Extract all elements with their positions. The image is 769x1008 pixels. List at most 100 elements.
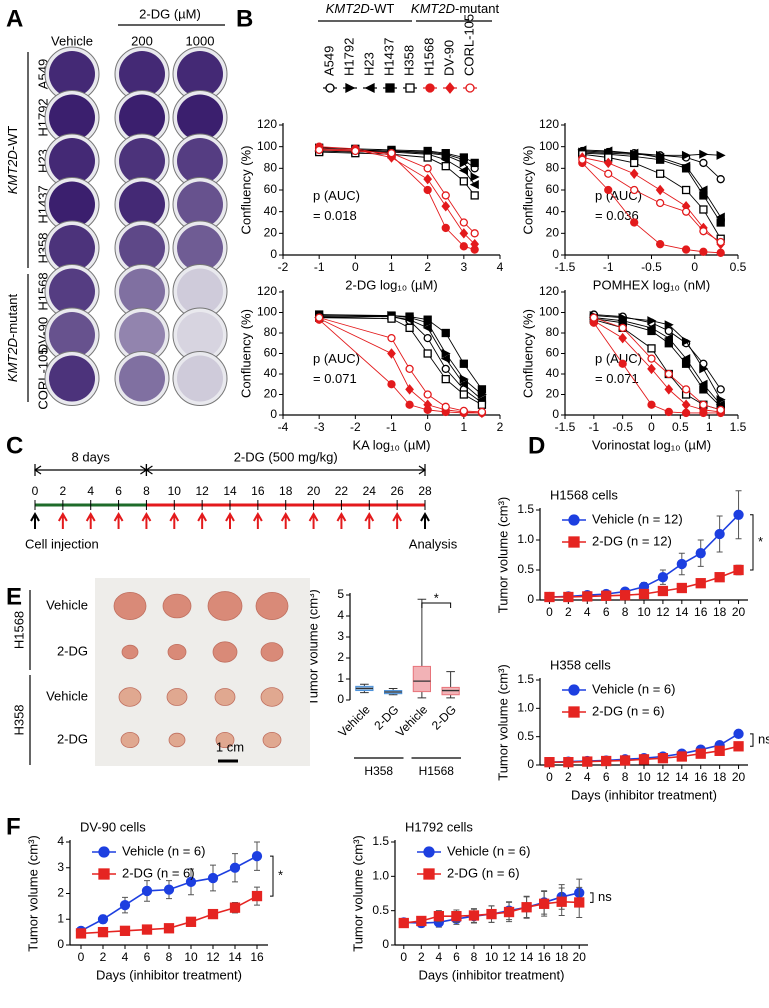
injection-arrow <box>30 511 40 529</box>
data-point <box>647 344 656 353</box>
gene-suffix: -mutant <box>455 1 499 16</box>
data-point <box>716 175 725 184</box>
y-tick-label: 60 <box>264 346 278 360</box>
dose-arrow <box>252 511 263 529</box>
y-axis-label: Tumor volume (cm³) <box>495 497 510 614</box>
data-point <box>619 755 631 766</box>
significance-bracket <box>421 602 452 608</box>
y-tick-label: 0 <box>552 247 559 261</box>
data-point <box>657 585 669 597</box>
x-tick-label: 14 <box>675 605 689 619</box>
annotation: p (AUC) <box>313 188 360 203</box>
y-tick-label: 20 <box>546 387 560 401</box>
x-tick-label: 8 <box>166 950 173 964</box>
data-point <box>699 364 709 374</box>
data-point <box>714 528 725 540</box>
x-tick-label: 1 <box>388 260 395 274</box>
x-tick-label: 2 <box>565 770 572 784</box>
legend-label: 2-DG (n = 6) <box>447 865 520 880</box>
y-tick-label: 40 <box>264 366 278 380</box>
x-tick-label: 20 <box>732 770 746 784</box>
data-point <box>458 379 468 389</box>
data-point <box>459 406 468 416</box>
data-point <box>664 369 673 379</box>
data-point <box>423 185 432 195</box>
well <box>177 355 223 402</box>
column-label: Vehicle <box>51 33 93 48</box>
x-tick-label: -1 <box>386 420 397 434</box>
x-tick-label: 2 <box>424 260 431 274</box>
data-point <box>656 240 665 249</box>
data-point <box>716 395 726 405</box>
chart-title: H358 cells <box>550 657 611 672</box>
x-tick-label: 4 <box>122 950 129 964</box>
dose-arrow <box>308 511 319 529</box>
x-tick-label: -1 <box>314 260 325 274</box>
legend-marker <box>405 83 415 93</box>
x-tick-label: 18 <box>713 605 727 619</box>
data-point <box>733 509 744 520</box>
y-tick-label: 3 <box>337 629 344 643</box>
legend-label: DV-90 <box>441 40 456 76</box>
timeline-tick-label: 14 <box>223 484 237 498</box>
legend-marker <box>465 83 475 93</box>
significance-bracket <box>750 733 754 747</box>
y-tick-label: 1.5 <box>517 672 534 686</box>
timeline-tick-label: 6 <box>115 484 122 498</box>
well <box>177 225 223 271</box>
whisker <box>417 598 427 667</box>
whisker <box>417 691 427 699</box>
legend-marker <box>364 82 375 94</box>
data-point <box>207 872 219 884</box>
x-tick-label: 4 <box>584 605 591 619</box>
treatment-label: 2-DG (µM) <box>139 6 201 21</box>
legend-label: H1437 <box>381 38 396 76</box>
x-tick-label: 0 <box>78 950 85 964</box>
x-tick-label: 0.5 <box>672 420 689 434</box>
data-point <box>459 228 469 239</box>
data-point <box>556 896 567 907</box>
data-point <box>733 564 744 576</box>
legend-marker <box>385 83 395 93</box>
data-point <box>470 229 479 238</box>
data-point <box>604 169 613 178</box>
column-label: 200 <box>131 33 153 48</box>
y-tick-label: 120 <box>539 284 559 298</box>
data-point <box>503 906 515 918</box>
legend-label: 2-DG (n = 6) <box>592 703 665 718</box>
x-tick-label: 10 <box>637 605 651 619</box>
legend-label: Vehicle (n = 6) <box>592 681 675 696</box>
y-tick-label: 20 <box>264 387 278 401</box>
data-point <box>486 908 497 920</box>
data-point <box>423 333 432 343</box>
data-point <box>695 548 706 559</box>
well <box>119 268 165 315</box>
data-point <box>441 364 450 374</box>
box <box>412 665 431 693</box>
y-tick-label: 5 <box>337 587 344 601</box>
gene-suffix: -WT <box>370 1 395 16</box>
data-point <box>664 320 674 330</box>
data-point <box>141 924 153 935</box>
data-point <box>440 155 450 165</box>
data-point <box>163 923 175 934</box>
data-point <box>207 908 219 920</box>
y-tick-label: 80 <box>546 161 560 175</box>
data-point <box>351 146 360 156</box>
x-tick-label: 14 <box>675 770 689 784</box>
data-point <box>119 899 131 911</box>
data-point <box>629 168 639 179</box>
data-point <box>656 198 665 208</box>
well <box>49 138 95 184</box>
column-label: 1000 <box>186 33 215 48</box>
well <box>49 268 95 315</box>
x-tick-label: 16 <box>250 950 264 964</box>
data-point <box>459 242 468 251</box>
tumor <box>214 688 236 706</box>
data-point <box>589 313 598 322</box>
timeline-tick-label: 8 <box>143 484 150 498</box>
tumor <box>121 644 139 660</box>
dose-arrow <box>197 511 208 529</box>
well-rim <box>172 351 228 406</box>
data-point <box>716 248 725 257</box>
